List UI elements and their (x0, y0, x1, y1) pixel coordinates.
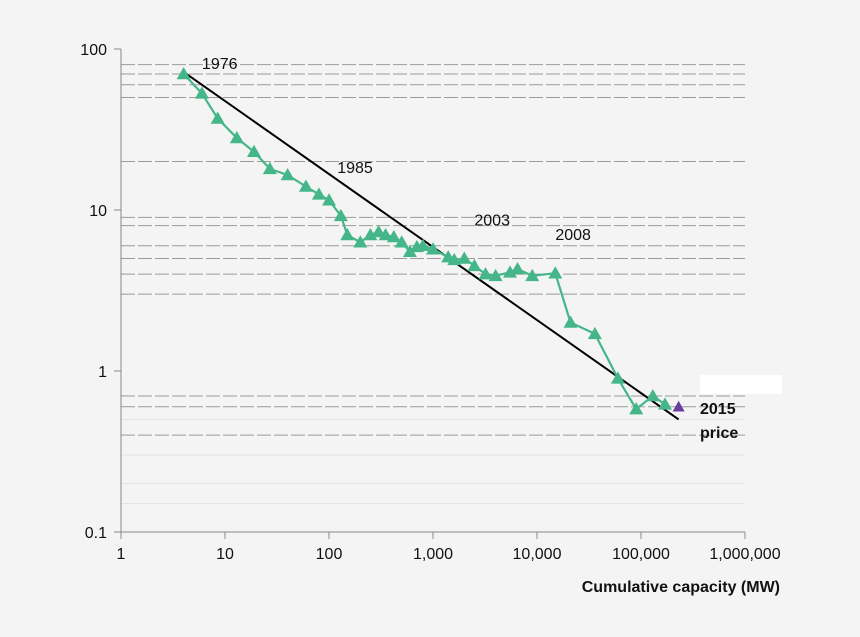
data-point (548, 266, 563, 279)
data-point (386, 229, 401, 243)
data-point (467, 258, 482, 272)
annotations: 1976 1985 2003 2008 (202, 56, 591, 244)
annotation-label: 2008 (555, 227, 591, 244)
x-tick-label: 1,000 (413, 546, 453, 563)
highlight-point (672, 400, 685, 412)
data-point (587, 326, 602, 340)
data-point (353, 235, 368, 248)
highlight-label-line1: 2015 (700, 401, 736, 418)
series-group (176, 66, 672, 415)
data-point (525, 268, 540, 282)
data-point (210, 111, 225, 124)
data-point (194, 86, 209, 99)
data-point (478, 267, 493, 280)
legend-box (700, 375, 782, 394)
y-tick-label: 10 (89, 203, 107, 220)
data-point (488, 268, 503, 282)
data-point (378, 227, 393, 241)
data-point (457, 251, 472, 264)
x-tick-label: 10,000 (513, 546, 562, 563)
y-tick-label: 1 (98, 364, 107, 381)
x-tick-label: 1 (117, 546, 126, 563)
data-point (657, 397, 672, 410)
data-point (645, 388, 660, 402)
data-point (610, 371, 625, 384)
data-point (415, 238, 430, 251)
y-tick-label: 100 (80, 42, 107, 59)
data-point (311, 187, 326, 200)
data-point (502, 265, 517, 278)
data-point (629, 402, 644, 415)
data-point (563, 315, 578, 328)
data-point (176, 66, 191, 80)
x-tick-label: 1,000,000 (709, 546, 780, 563)
data-point (229, 131, 244, 144)
data-point (340, 227, 355, 241)
data-point (394, 235, 409, 248)
highlight-label-line2: price (700, 425, 738, 442)
y-ticks: 0.1 1 10 100 (80, 42, 121, 542)
data-point (322, 193, 336, 206)
data-point (262, 161, 277, 175)
x-tick-label: 100,000 (612, 546, 670, 563)
y-tick-label: 0.1 (85, 525, 107, 542)
data-point (333, 208, 348, 222)
gridlines (121, 64, 745, 505)
annotation-label: 1985 (337, 160, 373, 177)
data-point (510, 262, 525, 275)
x-ticks: 1 10 100 1,000 10,000 100,000 1,000,000 (117, 532, 781, 563)
highlight-group (672, 400, 685, 412)
x-axis-title: Cumulative capacity (MW) (582, 579, 780, 596)
data-point (246, 144, 261, 158)
data-point (447, 252, 462, 266)
data-point (402, 244, 417, 258)
data-point (280, 167, 295, 181)
x-tick-label: 10 (216, 546, 234, 563)
annotation-label: 1976 (202, 56, 238, 73)
data-point (426, 242, 440, 255)
annotation-label: 2003 (474, 213, 510, 230)
data-point (298, 179, 313, 192)
x-tick-label: 100 (316, 546, 343, 563)
